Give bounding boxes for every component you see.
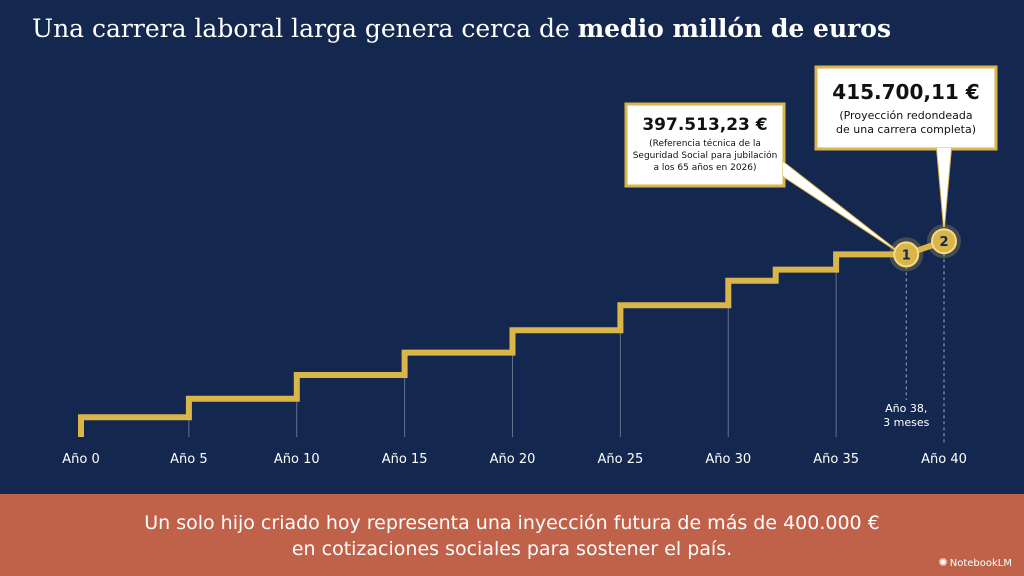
markers: 12 (889, 224, 961, 272)
callout-note: a los 65 años en 2026) (653, 163, 756, 173)
tick-label: Año 20 (490, 452, 536, 467)
title-prefix: Una carrera laboral larga genera cerca d… (32, 14, 578, 43)
tick-label: Año 0 (62, 452, 100, 467)
brand-label: NotebookLM (949, 558, 1012, 569)
tick-label: Año 5 (170, 452, 208, 467)
callout-pointer-fill (783, 162, 897, 251)
callout-note: (Referencia técnica de la (649, 138, 761, 149)
tick-label: Año 25 (597, 452, 643, 467)
callout-note: de una carrera completa) (836, 123, 976, 136)
tick-label: Año 40 (921, 452, 967, 467)
axis-note: Año 38, (885, 402, 927, 415)
callout-pointer-fill (937, 148, 951, 228)
callouts: 397.513,23 € (Referencia técnica de laSeg… (624, 65, 998, 252)
tick-label: Año 10 (274, 452, 320, 467)
dashed-guides (905, 253, 945, 444)
footer-banner: Un solo hijo criado hoy representa una i… (0, 494, 1024, 576)
series-line (78, 238, 945, 437)
callout-box (624, 102, 786, 188)
callout-box (814, 65, 998, 151)
page-title: Una carrera laboral larga genera cerca d… (32, 14, 1012, 43)
footer-line-2: en cotizaciones sociales para sostener e… (291, 538, 733, 560)
marker-label: 2 (939, 235, 948, 250)
brand: ✺ NotebookLM (939, 556, 1012, 569)
callout-note: Seguridad Social para jubilación (633, 150, 778, 161)
marker-label: 1 (902, 248, 911, 263)
tick-label: Año 15 (382, 452, 428, 467)
tick-label: Año 30 (705, 452, 751, 467)
callout-value: 397.513,23 € (642, 115, 767, 135)
axis-note: 3 meses (883, 416, 929, 429)
marker-1 (893, 241, 920, 268)
callout-note: (Proyección redondeada (839, 109, 972, 122)
x-axis-ticks: Año 0 Año 5 Año 10 Año 15 Año 20 Año 25 Año 30… (62, 402, 967, 467)
series-layer (78, 238, 945, 437)
notebooklm-icon: ✺ (938, 556, 948, 569)
callout-1: 397.513,23 € (Referencia técnica de laSeg… (624, 102, 897, 252)
callout-value: 415.700,11 € (832, 80, 979, 104)
footer-line-1: Un solo hijo criado hoy representa una i… (144, 512, 880, 534)
footer-text: Un solo hijo criado hoy representa una i… (60, 510, 964, 562)
tick-label: Año 35 (813, 452, 859, 467)
marker-2 (931, 228, 957, 255)
step-chart: Año 0 Año 5 Año 10 Año 15 Año 20 Año 25 Año 30… (62, 65, 998, 467)
title-emphasis: medio millón de euros (577, 14, 892, 43)
